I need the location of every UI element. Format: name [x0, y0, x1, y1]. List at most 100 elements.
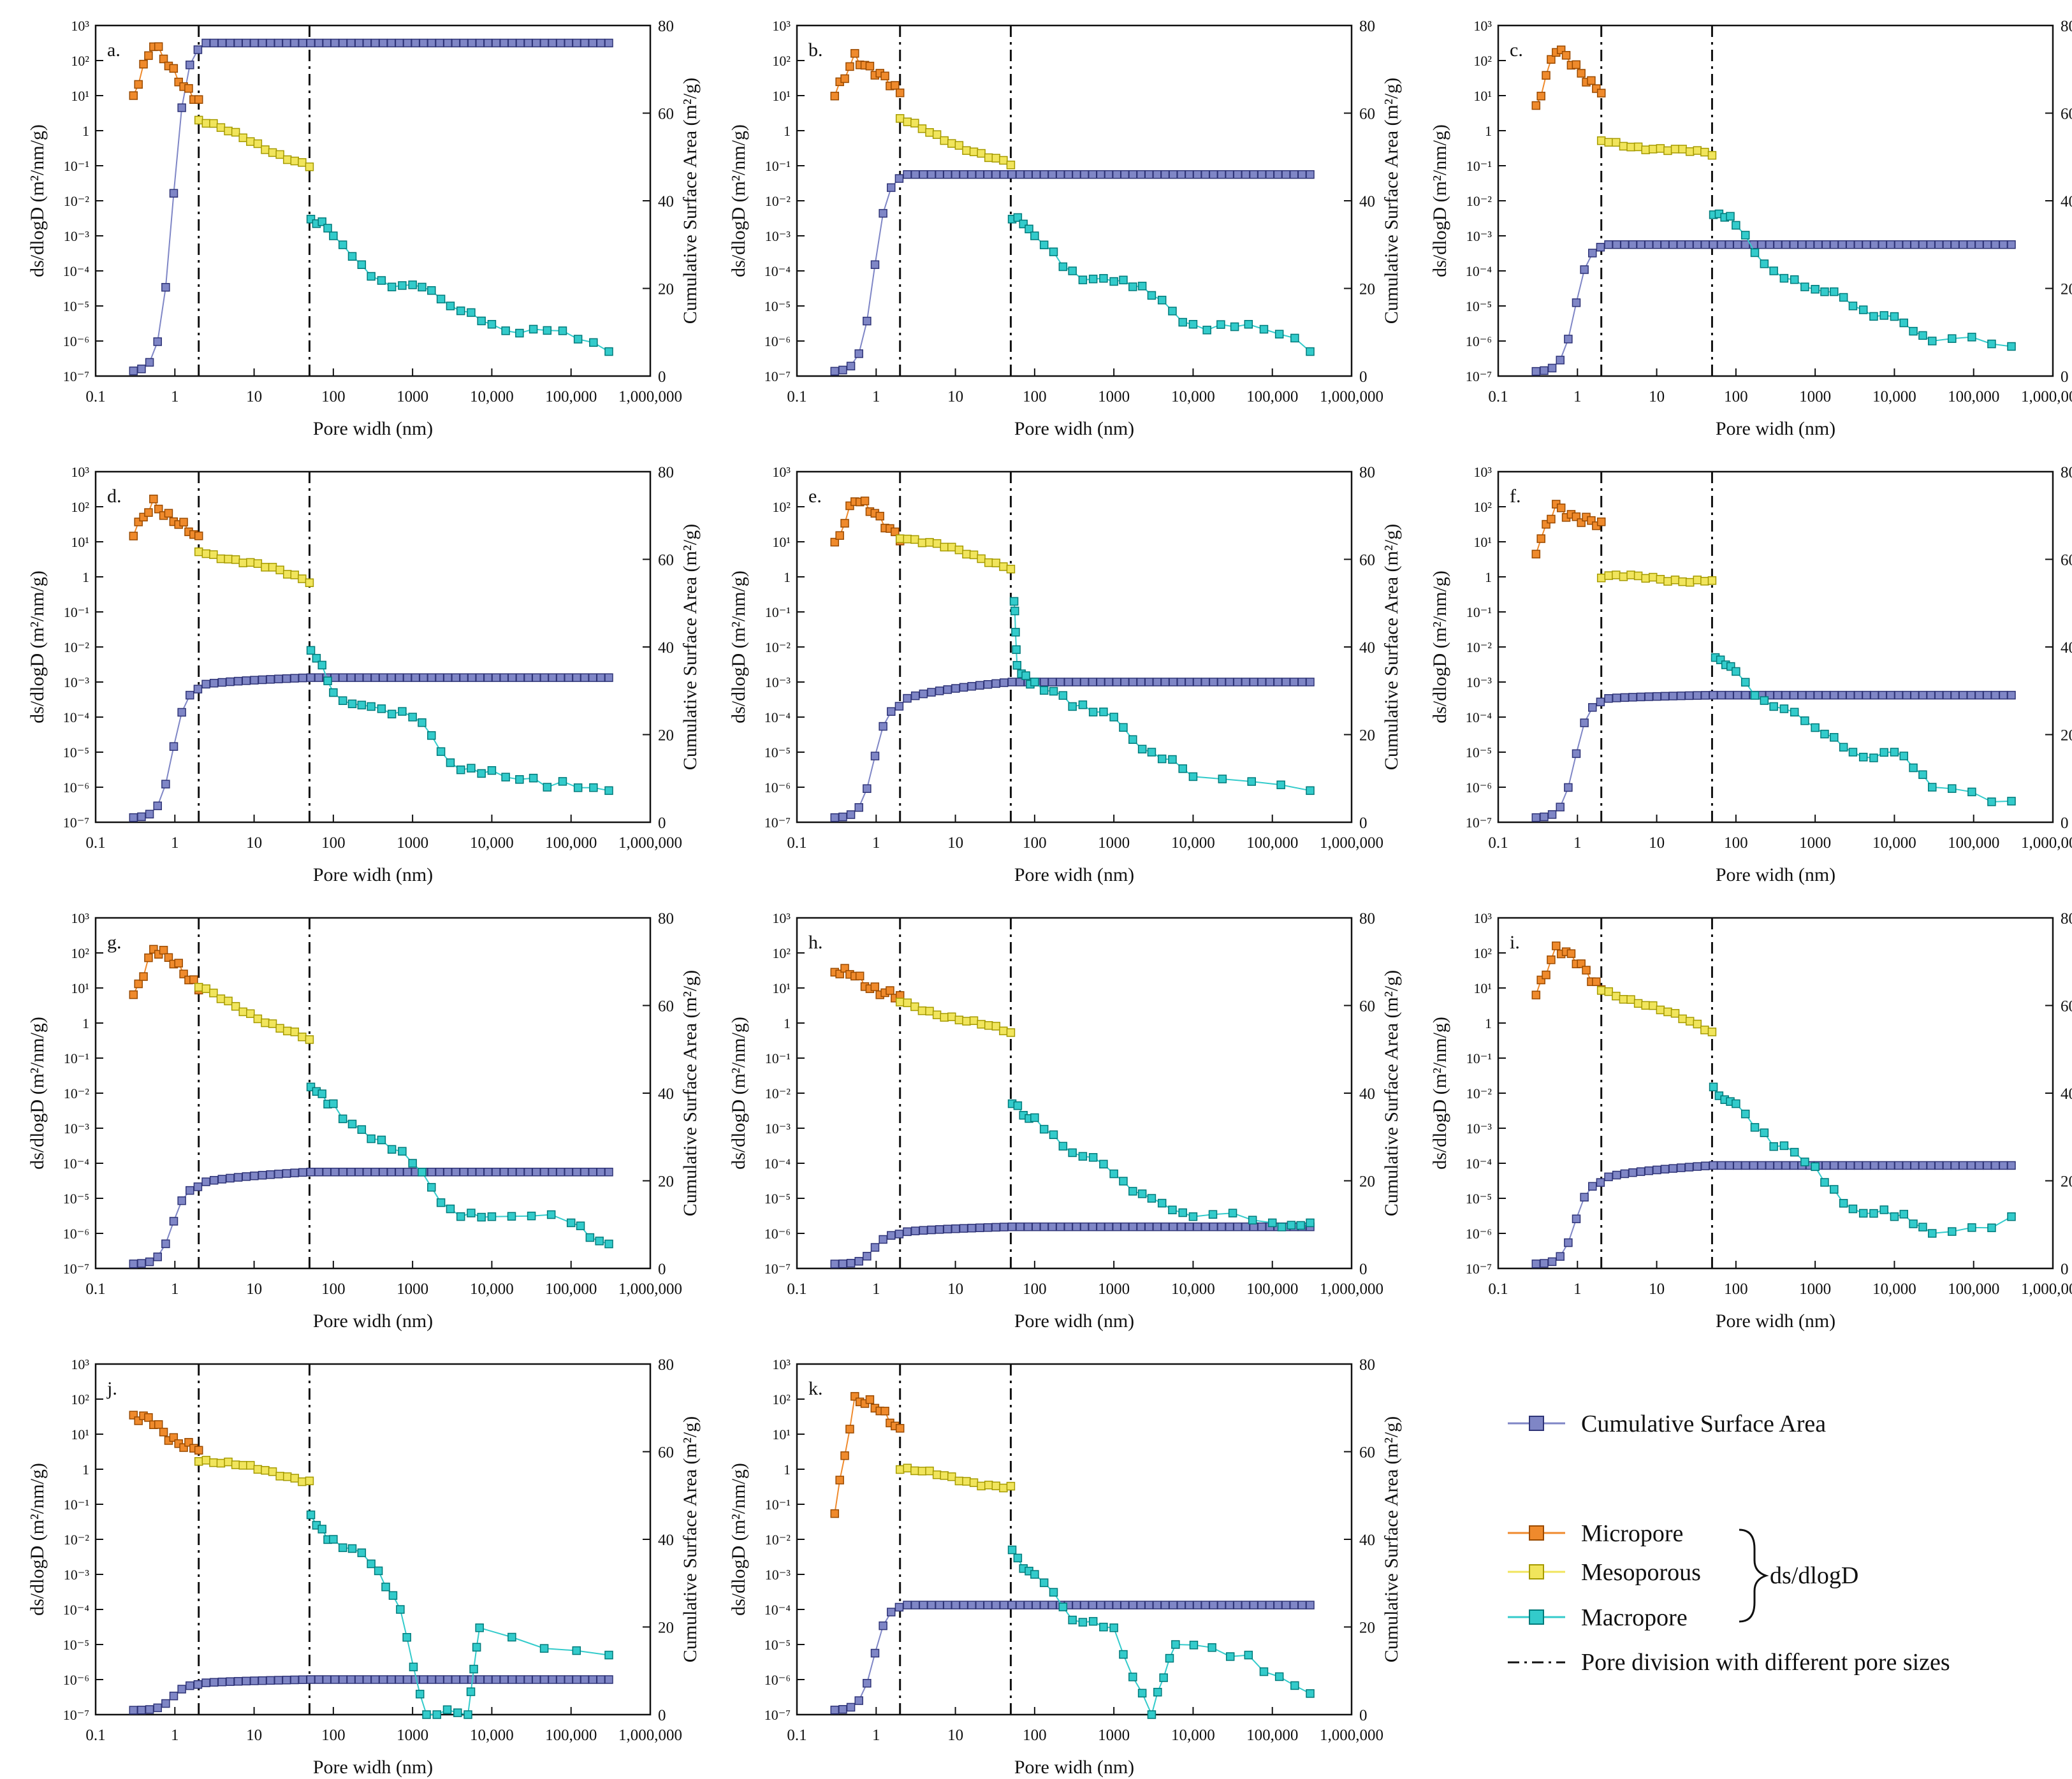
y-left-tick-label: 1 — [82, 1462, 89, 1478]
macropore-point — [546, 1210, 556, 1219]
macropore-point — [338, 1543, 347, 1552]
cumulative-point — [395, 1168, 404, 1177]
macropore-point — [1290, 333, 1299, 343]
y-right-tick-label: 80 — [2061, 910, 2072, 927]
cumulative-point — [1830, 690, 1839, 700]
mesopore-point — [282, 155, 292, 164]
macropore-point — [1848, 748, 1858, 757]
cumulative-point — [1910, 240, 1920, 249]
cumulative-point — [129, 1706, 138, 1715]
cumulative-point — [596, 1675, 606, 1684]
cumulative-point — [1870, 240, 1879, 249]
macropore-point — [1013, 1553, 1023, 1563]
macropore-point — [1274, 330, 1284, 338]
macropore-point — [1012, 661, 1022, 670]
cumulative-point — [443, 673, 452, 682]
cumulative-point — [201, 1678, 210, 1687]
macropore-point — [1168, 1205, 1177, 1214]
cumulative-point — [523, 673, 533, 682]
y-left-tick-label: 10² — [71, 945, 89, 961]
mesopore-point — [253, 1465, 263, 1474]
cumulative-point — [548, 1168, 557, 1177]
cumulative-point — [870, 752, 880, 760]
cumulative-point — [1266, 678, 1274, 686]
cumulative-point — [919, 170, 928, 179]
cumulative-point — [1709, 1161, 1718, 1170]
x-tick-label: 10 — [1649, 388, 1665, 405]
cumulative-point — [1297, 1601, 1307, 1609]
y-left-tick-label: 10⁻¹ — [765, 604, 791, 620]
cumulative-point — [1628, 240, 1637, 249]
y-right-tick-label: 80 — [658, 1356, 674, 1374]
cumulative-point — [507, 1675, 517, 1684]
cumulative-point — [1072, 678, 1081, 686]
cumulative-point — [540, 1168, 549, 1177]
y-right-tick-label: 40 — [1359, 1086, 1375, 1103]
micropore-point — [865, 1395, 875, 1404]
cumulative-point — [1854, 690, 1863, 700]
legend-mesopore-label: Mesoporous — [1581, 1559, 1701, 1586]
cumulative-point — [903, 693, 912, 703]
macropore-point — [589, 338, 598, 347]
x-tick-label: 1000 — [397, 1281, 428, 1298]
y-left-tick-label: 10⁻³ — [765, 1567, 791, 1583]
macropore-point — [573, 783, 583, 792]
macropore-point — [1800, 716, 1809, 725]
cumulative-point — [1233, 1601, 1243, 1609]
cumulative-point — [564, 1168, 573, 1177]
panel-label: h. — [808, 932, 823, 953]
macropore-point — [357, 701, 367, 709]
macropore-point — [1869, 312, 1878, 321]
cumulative-point — [1837, 1161, 1847, 1170]
cumulative-point — [983, 680, 993, 689]
macropore-point — [1987, 797, 1996, 806]
cumulative-point — [226, 677, 235, 686]
cumulative-point — [959, 1224, 968, 1233]
cumulative-point — [1910, 690, 1920, 700]
cumulative-point — [1717, 690, 1726, 700]
y-right-tick-label: 40 — [658, 1532, 674, 1549]
x-tick-label: 10,000 — [470, 1727, 514, 1744]
cumulative-point — [403, 38, 412, 48]
x-tick-label: 1,000,000 — [1320, 1727, 1383, 1744]
macropore-point — [1296, 1221, 1305, 1230]
cumulative-point — [1604, 240, 1613, 249]
cumulative-point — [1160, 1222, 1170, 1231]
macropore-point — [1277, 1223, 1287, 1231]
mesopore-point — [1649, 1001, 1658, 1010]
cumulative-point — [1926, 690, 1936, 700]
macropore-point — [1276, 780, 1285, 790]
y-left-tick-label: 10⁻⁷ — [1466, 368, 1492, 384]
micropore-point — [1542, 71, 1550, 80]
cumulative-point — [395, 38, 404, 48]
mesopore-point — [895, 114, 905, 123]
cumulative-point — [879, 1235, 887, 1244]
cumulative-point — [1209, 678, 1218, 686]
panel-label: a. — [107, 40, 120, 61]
x-tick-label: 0.1 — [787, 1281, 806, 1298]
cumulative-point — [274, 1170, 283, 1179]
macropore-point — [1927, 1229, 1937, 1238]
legend-micropore-label: Micropore — [1581, 1520, 1683, 1547]
cumulative-point — [1636, 692, 1645, 702]
cumulative-point — [1878, 1161, 1887, 1170]
cumulative-point — [363, 673, 372, 682]
macropore-point — [323, 676, 332, 685]
macropore-point — [1967, 1223, 1976, 1232]
macropore-point — [1899, 1210, 1909, 1219]
macropore-point — [1948, 334, 1957, 343]
macropore-point — [1128, 1187, 1137, 1196]
macropore-point — [1058, 1142, 1068, 1151]
mesopore-point — [969, 147, 979, 157]
y-left-tick-label: 10² — [772, 945, 791, 961]
macropore-point — [527, 1211, 536, 1221]
y-right-tick-label: 20 — [1359, 281, 1375, 298]
cumulative-point — [1120, 678, 1130, 686]
macropore-point — [566, 1218, 576, 1228]
y-left-tick-label: 10⁻² — [64, 1532, 90, 1548]
cumulative-point — [1854, 240, 1863, 249]
cumulative-point — [169, 1217, 179, 1226]
macropore-point — [1259, 1667, 1269, 1676]
mesopore-point — [1700, 147, 1709, 157]
cumulative-point — [1974, 240, 1984, 249]
